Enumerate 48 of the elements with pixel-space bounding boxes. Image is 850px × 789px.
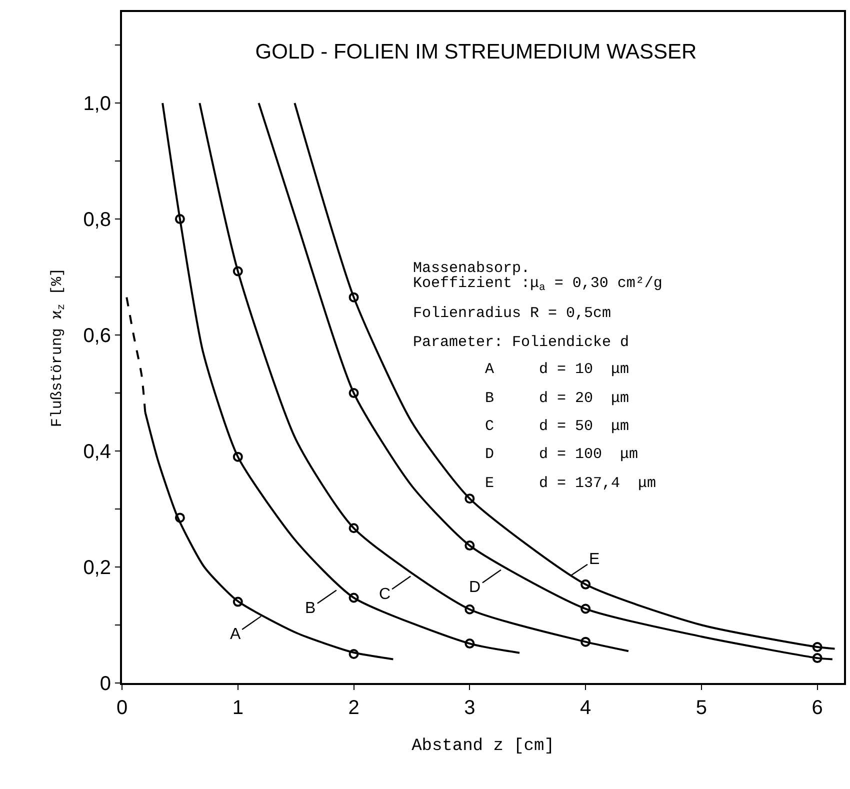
- x-tick-label: 3: [464, 697, 476, 719]
- y-tick-label: 0,6: [83, 325, 111, 348]
- point: [348, 649, 359, 659]
- point: [812, 642, 822, 652]
- annotation: E d = 137,4 μm: [413, 475, 656, 492]
- point: [580, 604, 591, 614]
- point: [232, 596, 243, 607]
- y-tick-label: 0,8: [83, 209, 111, 232]
- point: [464, 494, 475, 504]
- annotation: Folienradius R = 0,5cm: [413, 305, 612, 322]
- annotation: D: [469, 579, 481, 596]
- point: [464, 604, 475, 614]
- point: [348, 388, 359, 398]
- point: [464, 540, 475, 551]
- y-tick-label: 0,2: [83, 557, 111, 580]
- x-tick-label: 6: [812, 697, 823, 719]
- annotation: A d = 10 μm: [413, 361, 630, 378]
- annotation: C d = 50 μm: [413, 418, 630, 435]
- annotation: B d = 20 μm: [413, 390, 630, 407]
- point: [174, 214, 185, 224]
- x-axis-title: Abstand z [cm]: [412, 736, 554, 756]
- x-tick-label: 1: [232, 697, 244, 719]
- annotation: Koeffizient :μ$_{a}$ = 0,30 cm²/g: [413, 275, 662, 294]
- point: [580, 579, 591, 590]
- annotation: C: [379, 586, 391, 603]
- point: [348, 523, 359, 534]
- point: [232, 266, 243, 276]
- annotation: B: [305, 600, 316, 617]
- y-tick-label: 1,0: [83, 93, 111, 116]
- point: [174, 512, 185, 523]
- annotation: D d = 100 μm: [413, 446, 638, 463]
- x-tick-label: 5: [696, 697, 708, 719]
- point: [580, 636, 591, 647]
- y-tick-label: 0,4: [83, 441, 111, 464]
- point: [348, 592, 359, 603]
- y-tick-label: 0: [100, 673, 111, 695]
- x-tick-label: 2: [348, 697, 360, 719]
- annotation: Massenabsorp.: [413, 260, 530, 277]
- annotation: E: [589, 551, 600, 568]
- point: [812, 653, 822, 664]
- text: GOLD - FOLIEN IM STREUMEDIUM WASSER: [255, 40, 697, 64]
- x-tick-label: 0: [116, 697, 128, 719]
- x-tick-label: 4: [580, 697, 592, 719]
- annotation: A: [230, 626, 241, 643]
- point: [464, 638, 475, 649]
- point: [348, 292, 359, 302]
- annotation: Parameter: Foliendicke d: [413, 334, 630, 351]
- point: [232, 452, 243, 462]
